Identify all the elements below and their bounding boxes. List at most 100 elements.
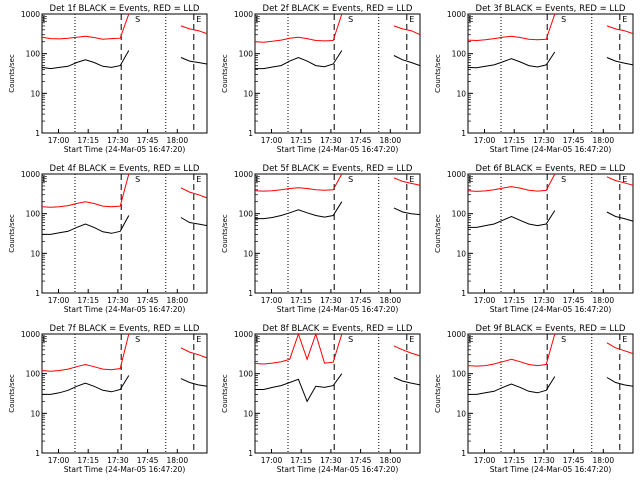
event-marker-label: E bbox=[468, 15, 473, 24]
series-line-red bbox=[467, 13, 634, 42]
plot-frame bbox=[41, 13, 208, 134]
series-line-red bbox=[254, 332, 421, 365]
x-axis-label: Start Time (24-Mar-05 16:47:20) bbox=[277, 465, 399, 474]
y-tick-label: 1 bbox=[248, 449, 253, 458]
event-marker-label: E bbox=[409, 175, 414, 184]
x-tick-label: 17:00 bbox=[261, 136, 283, 145]
event-marker-label: E bbox=[622, 335, 627, 344]
x-tick-label: 17:30 bbox=[533, 136, 555, 145]
series-line-black bbox=[42, 375, 208, 395]
series-line-red bbox=[467, 333, 634, 367]
event-marker-label: E bbox=[409, 15, 414, 24]
x-tick-label: 17:15 bbox=[290, 456, 312, 465]
y-tick-label: 1 bbox=[461, 449, 466, 458]
y-tick-label: 10 bbox=[456, 249, 466, 258]
x-tick-label: 17:00 bbox=[48, 136, 70, 145]
x-tick-label: 17:00 bbox=[474, 456, 496, 465]
y-tick-label: 10 bbox=[243, 409, 253, 418]
event-marker-label: E bbox=[196, 15, 201, 24]
plot-frame bbox=[254, 173, 421, 294]
series-line-black bbox=[255, 373, 421, 403]
y-axis-label: Counts/sec bbox=[221, 214, 229, 253]
event-marker-label: E bbox=[255, 175, 260, 184]
plot-frame bbox=[467, 173, 634, 294]
plot-frame bbox=[41, 173, 208, 294]
x-tick-label: 17:00 bbox=[261, 296, 283, 305]
x-axis-label: Start Time (24-Mar-05 16:47:20) bbox=[490, 305, 612, 314]
series-line-red bbox=[41, 333, 208, 372]
x-tick-label: 17:30 bbox=[320, 136, 342, 145]
event-marker-label: S bbox=[561, 175, 566, 184]
x-tick-label: 17:30 bbox=[107, 136, 129, 145]
x-axis-label: Start Time (24-Mar-05 16:47:20) bbox=[277, 305, 399, 314]
x-axis-label: Start Time (24-Mar-05 16:47:20) bbox=[64, 145, 186, 154]
chart-panel-2: Det 2f BLACK = Events, RED = LLD 1 10 100 10… bbox=[221, 4, 421, 154]
series-line-black bbox=[467, 51, 634, 69]
event-marker-label: E bbox=[42, 15, 47, 24]
series-line-red bbox=[41, 13, 208, 40]
y-tick-label: 100 bbox=[452, 370, 467, 379]
event-marker-label: E bbox=[255, 335, 260, 344]
y-tick-label: 100 bbox=[26, 210, 41, 219]
x-tick-label: 17:00 bbox=[48, 296, 70, 305]
x-tick-label: 18:00 bbox=[592, 136, 614, 145]
event-marker-label: E bbox=[196, 335, 201, 344]
x-tick-label: 17:45 bbox=[563, 296, 585, 305]
event-marker-label: E bbox=[255, 15, 260, 24]
series-line-black bbox=[468, 376, 634, 395]
x-axis-label: Start Time (24-Mar-05 16:47:20) bbox=[64, 465, 186, 474]
series-line-red bbox=[254, 173, 421, 192]
x-tick-label: 17:45 bbox=[350, 136, 372, 145]
chart-panel-8: Det 8f BLACK = Events, RED = LLD 1 10 100 10… bbox=[221, 324, 421, 474]
y-tick-label: 1000 bbox=[447, 170, 466, 179]
chart-title: Det 4f BLACK = Events, RED = LLD bbox=[50, 164, 200, 174]
y-tick-label: 1000 bbox=[447, 330, 466, 339]
y-tick-label: 1 bbox=[35, 449, 40, 458]
y-tick-label: 10 bbox=[243, 89, 253, 98]
y-tick-label: 1000 bbox=[234, 10, 253, 19]
x-tick-label: 17:00 bbox=[474, 296, 496, 305]
x-axis-label: Start Time (24-Mar-05 16:47:20) bbox=[277, 145, 399, 154]
x-tick-label: 17:30 bbox=[533, 456, 555, 465]
y-tick-label: 10 bbox=[30, 249, 40, 258]
y-axis-label: Counts/sec bbox=[434, 374, 442, 413]
chart-panel-1: Det 1f BLACK = Events, RED = LLD 1 10 100 10… bbox=[8, 4, 208, 154]
y-tick-label: 100 bbox=[239, 50, 254, 59]
chart-title: Det 3f BLACK = Events, RED = LLD bbox=[476, 4, 626, 14]
series-line-red bbox=[254, 13, 421, 43]
x-tick-label: 17:45 bbox=[137, 296, 159, 305]
plot-frame bbox=[41, 333, 208, 454]
event-marker-label: E bbox=[42, 335, 47, 344]
x-tick-label: 18:00 bbox=[592, 456, 614, 465]
y-axis-label: Counts/sec bbox=[221, 374, 229, 413]
x-tick-label: 17:30 bbox=[107, 296, 129, 305]
x-tick-label: 17:45 bbox=[137, 136, 159, 145]
x-tick-label: 17:15 bbox=[290, 136, 312, 145]
x-tick-label: 17:45 bbox=[350, 296, 372, 305]
event-marker-label: E bbox=[622, 15, 627, 24]
y-tick-label: 100 bbox=[26, 50, 41, 59]
y-tick-label: 1 bbox=[248, 289, 253, 298]
series-line-black bbox=[255, 50, 421, 70]
x-tick-label: 18:00 bbox=[592, 296, 614, 305]
x-tick-label: 18:00 bbox=[379, 136, 401, 145]
chart-title: Det 5f BLACK = Events, RED = LLD bbox=[263, 164, 413, 174]
x-axis-label: Start Time (24-Mar-05 16:47:20) bbox=[490, 145, 612, 154]
x-tick-label: 18:00 bbox=[379, 456, 401, 465]
y-tick-label: 10 bbox=[456, 89, 466, 98]
x-tick-label: 17:00 bbox=[474, 136, 496, 145]
x-tick-label: 17:45 bbox=[350, 456, 372, 465]
chart-panel-9: Det 9f BLACK = Events, RED = LLD 1 10 100 10… bbox=[434, 324, 634, 474]
y-tick-label: 100 bbox=[239, 370, 254, 379]
y-tick-label: 1000 bbox=[234, 170, 253, 179]
x-tick-label: 17:00 bbox=[261, 456, 283, 465]
x-tick-label: 17:30 bbox=[107, 456, 129, 465]
y-tick-label: 1 bbox=[35, 289, 40, 298]
x-tick-label: 17:15 bbox=[77, 296, 99, 305]
y-tick-label: 1000 bbox=[21, 330, 40, 339]
y-tick-label: 1 bbox=[461, 129, 466, 138]
y-tick-label: 1 bbox=[248, 129, 253, 138]
chart-panel-3: Det 3f BLACK = Events, RED = LLD 1 10 100 10… bbox=[434, 4, 634, 154]
x-tick-label: 17:15 bbox=[503, 136, 525, 145]
y-tick-label: 100 bbox=[239, 210, 254, 219]
